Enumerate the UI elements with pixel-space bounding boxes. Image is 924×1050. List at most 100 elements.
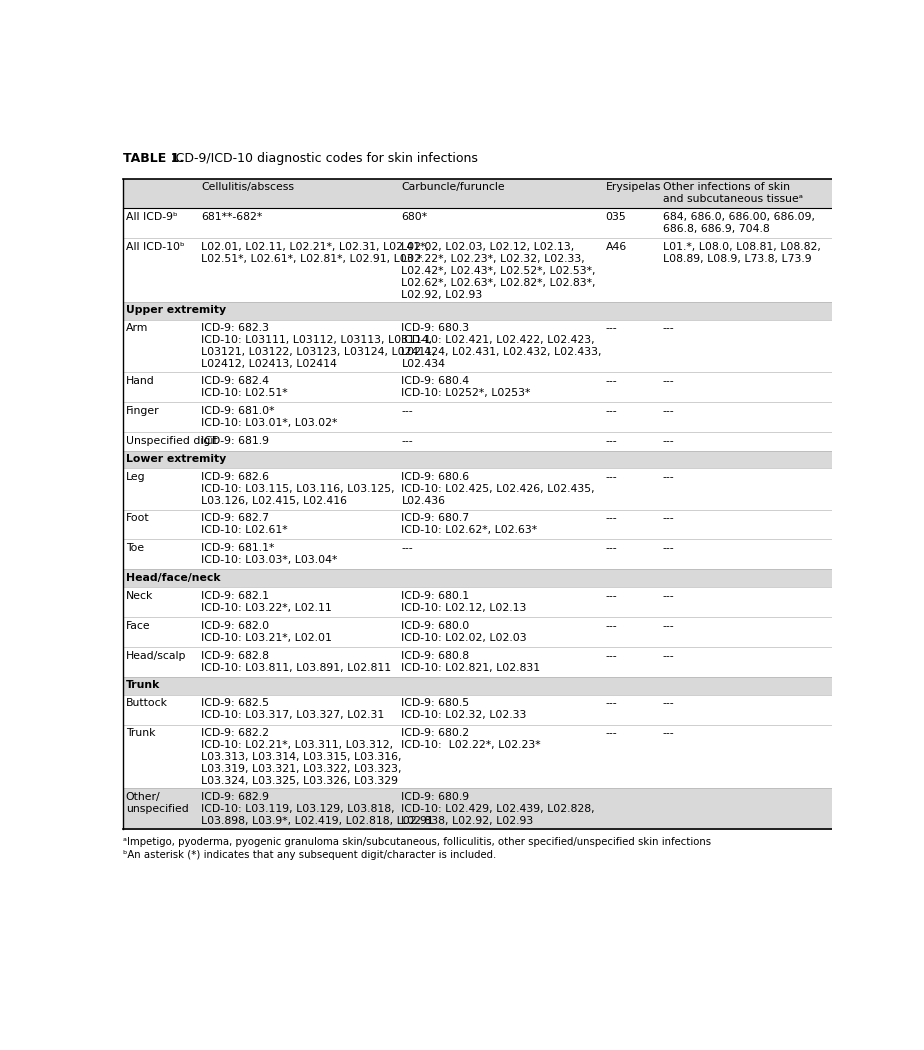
Bar [123,372,839,402]
Text: Head/scalp: Head/scalp [126,651,187,660]
Text: ICD-9: 680.9
ICD-10: L02.429, L02.439, L02.828,
L02.838, L02.92, L02.93: ICD-9: 680.9 ICD-10: L02.429, L02.439, L… [401,792,595,826]
Text: Toe: Toe [126,543,144,553]
Text: L01.*, L08.0, L08.81, L08.82,
L08.89, L08.9, L73.8, L73.9: L01.*, L08.0, L08.81, L08.82, L08.89, L0… [663,243,821,265]
Text: ---: --- [663,472,675,482]
Text: All ICD-10ᵇ: All ICD-10ᵇ [126,243,185,252]
Text: ---: --- [605,698,617,709]
Text: Lower extremity: Lower extremity [126,454,226,464]
Text: Unspecified digit: Unspecified digit [126,436,217,446]
Text: ---: --- [663,729,675,738]
Bar [123,468,839,509]
Text: Hand: Hand [126,376,154,385]
Text: ICD-9: 682.8
ICD-10: L03.811, L03.891, L02.811: ICD-9: 682.8 ICD-10: L03.811, L03.891, L… [201,651,391,673]
Text: ---: --- [663,436,675,446]
Text: ICD-9: 681.0*
ICD-10: L03.01*, L03.02*: ICD-9: 681.0* ICD-10: L03.01*, L03.02* [201,405,337,427]
Text: Buttock: Buttock [126,698,168,709]
Text: ---: --- [605,651,617,660]
Bar [123,209,839,238]
Text: ---: --- [401,405,413,416]
Text: ICD-9: 682.4
ICD-10: L02.51*: ICD-9: 682.4 ICD-10: L02.51* [201,376,287,398]
Text: TABLE 1.: TABLE 1. [123,152,184,165]
Text: ICD-9: 681.1*
ICD-10: L03.03*, L03.04*: ICD-9: 681.1* ICD-10: L03.03*, L03.04* [201,543,337,565]
Text: Foot: Foot [126,513,150,523]
Text: Trunk: Trunk [126,680,160,690]
Text: ---: --- [605,591,617,601]
Text: ---: --- [605,405,617,416]
Text: ---: --- [663,405,675,416]
Bar [123,432,839,450]
Text: ICD-9: 681.9: ICD-9: 681.9 [201,436,269,446]
Text: ICD-9: 680.0
ICD-10: L02.02, L02.03: ICD-9: 680.0 ICD-10: L02.02, L02.03 [401,621,527,643]
Text: ---: --- [401,543,413,553]
Bar [123,647,839,677]
Text: ---: --- [605,436,617,446]
Text: ---: --- [401,436,413,446]
Text: ICD-9: 680.1
ICD-10: L02.12, L02.13: ICD-9: 680.1 ICD-10: L02.12, L02.13 [401,591,527,613]
Text: ᵇAn asterisk (*) indicates that any subsequent digit/character is included.: ᵇAn asterisk (*) indicates that any subs… [123,850,496,861]
Text: ---: --- [663,376,675,385]
Text: ICD-9: 680.4
ICD-10: L0252*, L0253*: ICD-9: 680.4 ICD-10: L0252*, L0253* [401,376,530,398]
Text: ICD-9: 680.7
ICD-10: L02.62*, L02.63*: ICD-9: 680.7 ICD-10: L02.62*, L02.63* [401,513,538,536]
Bar [123,587,839,617]
Text: ICD-9: 682.7
ICD-10: L02.61*: ICD-9: 682.7 ICD-10: L02.61* [201,513,287,536]
Bar [123,617,839,647]
Text: 681**-682*: 681**-682* [201,212,262,223]
Text: Cellulitis/abscess: Cellulitis/abscess [201,183,294,192]
Text: Trunk: Trunk [126,729,155,738]
Text: ---: --- [663,543,675,553]
Text: ICD-9: 682.3
ICD-10: L03111, L03112, L03113, L03114,
L03121, L03122, L03123, L03: ICD-9: 682.3 ICD-10: L03111, L03112, L03… [201,323,435,370]
Text: ---: --- [605,729,617,738]
Text: A46: A46 [605,243,626,252]
Bar [123,509,839,540]
Bar [123,694,839,724]
Text: ICD-9: 680.5
ICD-10: L02.32, L02.33: ICD-9: 680.5 ICD-10: L02.32, L02.33 [401,698,527,720]
Text: ---: --- [663,591,675,601]
Bar [123,540,839,569]
Text: ICD-9: 680.2
ICD-10:  L02.22*, L02.23*: ICD-9: 680.2 ICD-10: L02.22*, L02.23* [401,729,541,751]
Text: Erysipelas: Erysipelas [605,183,661,192]
Bar [123,319,839,372]
Text: Upper extremity: Upper extremity [126,306,225,315]
Text: ---: --- [663,651,675,660]
Bar [123,789,839,830]
Text: ---: --- [663,513,675,523]
Text: 035: 035 [605,212,626,223]
Text: ICD-9: 682.2
ICD-10: L02.21*, L03.311, L03.312,
L03.313, L03.314, L03.315, L03.3: ICD-9: 682.2 ICD-10: L02.21*, L03.311, L… [201,729,401,786]
Text: ICD-9: 682.6
ICD-10: L03.115, L03.116, L03.125,
L03.126, L02.415, L02.416: ICD-9: 682.6 ICD-10: L03.115, L03.116, L… [201,472,395,506]
Text: ---: --- [605,543,617,553]
Text: ---: --- [605,376,617,385]
Bar [123,450,839,468]
Text: Face: Face [126,621,151,631]
Text: ICD-9: 680.6
ICD-10: L02.425, L02.426, L02.435,
L02.436: ICD-9: 680.6 ICD-10: L02.425, L02.426, L… [401,472,595,506]
Text: L02.01, L02.11, L02.21*, L02.31, L02.41*,
L02.51*, L02.61*, L02.81*, L02.91, L03: L02.01, L02.11, L02.21*, L02.31, L02.41*… [201,243,429,265]
Text: ICD-9: 682.9
ICD-10: L03.119, L03.129, L03.818,
L03.898, L03.9*, L02.419, L02.81: ICD-9: 682.9 ICD-10: L03.119, L03.129, L… [201,792,433,826]
Text: ICD-9: 680.8
ICD-10: L02.821, L02.831: ICD-9: 680.8 ICD-10: L02.821, L02.831 [401,651,541,673]
Bar [123,238,839,302]
Text: ---: --- [605,513,617,523]
Text: Other infections of skin
and subcutaneous tissueᵃ: Other infections of skin and subcutaneou… [663,183,803,205]
Text: ᵃImpetigo, pyoderma, pyogenic granuloma skin/subcutaneous, folliculitis, other s: ᵃImpetigo, pyoderma, pyogenic granuloma … [123,837,711,847]
Text: Leg: Leg [126,472,145,482]
Bar [123,724,839,789]
Text: ---: --- [605,621,617,631]
Text: Head/face/neck: Head/face/neck [126,572,220,583]
Bar [123,402,839,432]
Text: ---: --- [663,621,675,631]
Bar [123,677,839,694]
Text: ---: --- [663,323,675,334]
Text: L02.02, L02.03, L02.12, L02.13,
L02.22*, L02.23*, L02.32, L02.33,
L02.42*, L02.4: L02.02, L02.03, L02.12, L02.13, L02.22*,… [401,243,596,300]
Text: All ICD-9ᵇ: All ICD-9ᵇ [126,212,177,223]
Text: ICD-9/ICD-10 diagnostic codes for skin infections: ICD-9/ICD-10 diagnostic codes for skin i… [167,152,478,165]
Text: Arm: Arm [126,323,148,334]
Text: Carbuncle/furuncle: Carbuncle/furuncle [401,183,505,192]
Text: 680*: 680* [401,212,428,223]
Text: ---: --- [663,698,675,709]
Text: ICD-9: 682.0
ICD-10: L03.21*, L02.01: ICD-9: 682.0 ICD-10: L03.21*, L02.01 [201,621,332,643]
Text: ICD-9: 680.3
ICD-10: L02.421, L02.422, L02.423,
L02.424, L02.431, L02.432, L02.4: ICD-9: 680.3 ICD-10: L02.421, L02.422, L… [401,323,602,370]
Bar [123,302,839,319]
Text: ---: --- [605,323,617,334]
Text: 684, 686.0, 686.00, 686.09,
686.8, 686.9, 704.8: 684, 686.0, 686.00, 686.09, 686.8, 686.9… [663,212,815,234]
Bar [123,178,839,209]
Text: Other/
unspecified: Other/ unspecified [126,792,188,814]
Text: Neck: Neck [126,591,153,601]
